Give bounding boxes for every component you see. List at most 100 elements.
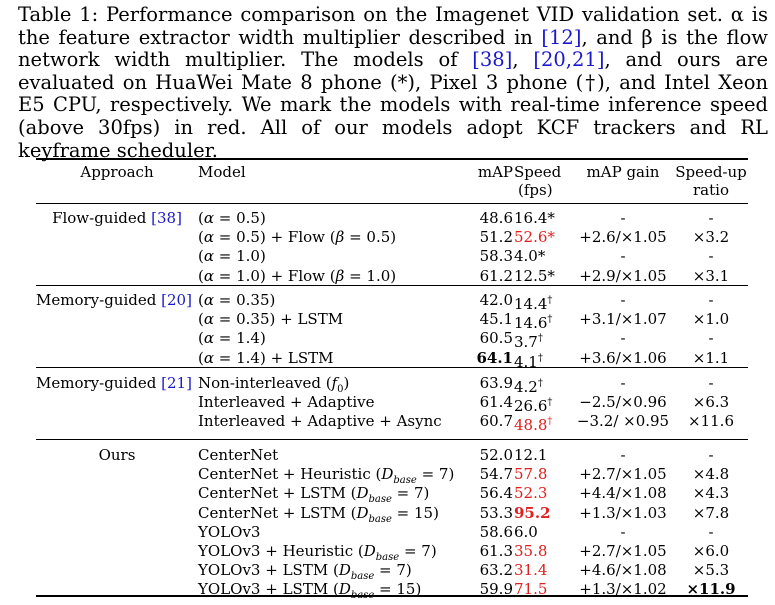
table-cell-gain: +3.1/×1.07 [579,310,667,329]
table-cell-speed: 14.6† [514,314,553,333]
table-cell-gain: −3.2/ ×0.95 [576,412,670,431]
table-cell-ratio: ×1.0 [692,310,730,329]
table-cell-speed: 31.4 [514,561,548,580]
table-cell-ratio: - [708,374,714,392]
header-ratio-2: ratio [693,181,729,199]
table-cell-model: Interleaved + Adaptive [198,393,375,412]
table-cell-model: (α = 0.5) [198,209,266,227]
table-cell-model: (α = 0.5) + Flow (β = 0.5) [198,228,397,247]
table-cell-ratio: ×11.9 [686,580,736,599]
table-cell-speed: 4.1† [514,352,543,371]
table-cell-ratio: ×6.3 [692,393,730,412]
table-cell-speed: 35.8 [514,542,548,560]
citation-link[interactable]: [12] [541,25,582,49]
table-cell-model: YOLOv3 + Heuristic (Dbase = 7) [198,542,437,563]
table-cell-map: 45.1 [479,310,513,329]
table-cell-map: 48.6 [479,209,513,227]
table-cell-model: (α = 1.4) [198,329,266,348]
table-cell-map: 63.9 [479,374,513,392]
table-cell-gain: +2.7/×1.05 [579,542,667,560]
table-cell-map: 61.3 [479,542,513,560]
table-cell-model: CenterNet [198,446,279,464]
table-cell-speed: 57.8 [514,465,548,484]
citation-link[interactable]: [38] [151,209,182,227]
table-cell-model: YOLOv3 + LSTM (Dbase = 7) [198,561,412,583]
caption-line3: width multiplier. The models of [114,48,473,72]
table-cell-gain: +2.9/×1.05 [579,266,667,285]
table-cell-map: 60.7 [479,412,513,431]
group-approach: Ours [98,446,136,464]
group-rule [36,203,748,204]
table-cell-speed: 26.6† [514,397,553,416]
table-cell-speed: 14.4† [514,295,553,313]
table-cell-model: Interleaved + Adaptive + Async [198,412,442,431]
table-caption: Table 1: Performance comparison on the I… [18,3,769,162]
caption-line2b: , and β is the flow network [18,25,768,72]
group-approach: Memory-guided [20] [36,291,192,309]
table-cell-ratio: - [708,291,714,309]
table-cell-ratio: - [708,329,714,348]
caption-sep: , [512,48,534,72]
table-cell-gain: +4.4/×1.08 [579,484,667,503]
table-cell-ratio: ×4.3 [692,484,730,503]
citation-link[interactable]: [20,21] [533,48,605,72]
table-cell-gain: +3.6/×1.06 [579,348,667,367]
table-cell-gain: +1.3/×1.03 [579,503,667,522]
table-cell-gain: - [620,291,626,309]
table-cell-model: (α = 0.35) [198,291,276,309]
caption-line3b: , and ours are evaluated on HuaWei [18,48,769,94]
table-cell-speed: 4.2† [514,378,543,396]
table-cell-model: (α = 0.35) + LSTM [198,310,344,329]
table-cell-ratio: ×11.6 [688,412,734,431]
table-cell-map: 64.1 [476,348,513,367]
table-cell-speed: 95.2 [514,503,551,522]
table-cell-model: YOLOv3 [198,522,261,541]
table-cell-gain: −2.5/×0.96 [579,393,667,412]
top-rule [36,158,748,160]
caption-line6: models adopt KCF trackers and RL keyfram… [18,115,768,162]
table-cell-map: 60.5 [479,329,513,348]
table-cell-speed: 4.0* [514,247,546,266]
table-cell-speed: 12.5* [514,266,555,285]
group-rule [36,439,748,440]
table-cell-gain: - [620,247,626,266]
table-cell-gain: - [620,446,626,464]
bottom-rule [36,595,748,597]
table-cell-map: 58.6 [479,522,513,541]
table-cell-ratio: ×3.2 [692,228,730,247]
group-approach: Flow-guided [38] [52,209,182,227]
table-cell-ratio: - [708,247,714,266]
header-map: mAP [477,163,513,181]
table-cell-gain: +2.7/×1.05 [579,465,667,484]
caption-line1: Table 1: Performance comparison on the I… [18,3,768,49]
table-cell-map: 52.0 [479,446,513,464]
citation-link[interactable]: [38] [472,48,513,72]
header-gain: mAP gain [586,163,660,181]
group-rule [36,285,748,286]
table-cell-speed: 52.6* [514,228,555,247]
table-cell-map: 63.2 [479,561,513,580]
table-cell-speed: 16.4* [514,209,555,227]
table-cell-model: Non-interleaved (f0) [198,374,350,395]
table-cell-ratio: - [708,446,714,464]
table-cell-gain: - [620,522,626,541]
citation-link[interactable]: [21] [161,374,192,392]
table-cell-map: 61.2 [479,266,513,285]
table-cell-ratio: ×5.3 [692,561,730,580]
table-cell-speed: 48.8† [514,416,553,435]
table-cell-speed: 71.5 [514,580,548,599]
group-approach: Memory-guided [21] [36,374,192,392]
table-cell-gain: +2.6/×1.05 [579,228,667,247]
caption-line2a: feature extractor width multiplier descr… [58,25,542,49]
table-cell-model: (α = 1.0) [198,247,266,266]
table-cell-map: 61.4 [479,393,513,412]
header-speed: Speed [514,163,562,181]
caption-line4: Mate 8 phone (*), Pixel 3 phone (†), and… [18,70,769,117]
table-cell-gain: - [620,374,626,392]
table-cell-map: 54.7 [479,465,513,484]
table-cell-gain: - [620,209,626,227]
header-approach: Approach [80,163,154,181]
table-cell-speed: 6.0 [514,522,538,541]
table-cell-model: CenterNet + Heuristic (Dbase = 7) [198,465,455,487]
citation-link[interactable]: [20] [161,291,192,309]
